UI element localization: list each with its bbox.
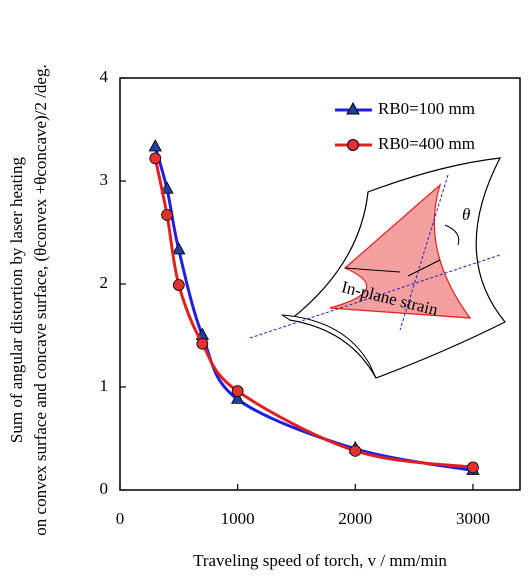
legend-marker xyxy=(346,101,360,115)
marker xyxy=(148,139,162,152)
x-axis-label: Traveling speed of torch, v / mm/min xyxy=(193,551,447,570)
marker xyxy=(467,461,479,474)
x-tick-label: 0 xyxy=(116,509,125,528)
marker xyxy=(349,444,362,457)
y-tick-label: 0 xyxy=(100,479,109,498)
y-tick-label: 2 xyxy=(100,273,109,292)
marker xyxy=(230,391,245,404)
legend-label: RB0=100 mm xyxy=(378,99,475,118)
legend-label: RB0=400 mm xyxy=(378,134,475,153)
x-tick-label: 2000 xyxy=(338,509,372,528)
legend-marker xyxy=(347,139,359,151)
marker xyxy=(149,152,162,165)
x-tick-label: 3000 xyxy=(456,509,490,528)
annotation: θ xyxy=(462,205,470,224)
inset-diagram xyxy=(249,157,506,379)
marker xyxy=(160,181,174,194)
x-tick-label: 1000 xyxy=(221,509,255,528)
y-tick-label: 3 xyxy=(100,170,109,189)
y-axis-label: Sum of angular distortion by laser heati… xyxy=(7,156,26,443)
y-axis-label: on convex surface and concave surface, (… xyxy=(31,64,50,535)
marker xyxy=(172,279,185,291)
marker xyxy=(231,385,244,398)
marker xyxy=(161,209,173,221)
marker xyxy=(172,242,186,255)
y-tick-label: 1 xyxy=(100,376,109,395)
y-tick-label: 4 xyxy=(100,67,109,86)
marker xyxy=(196,337,209,350)
